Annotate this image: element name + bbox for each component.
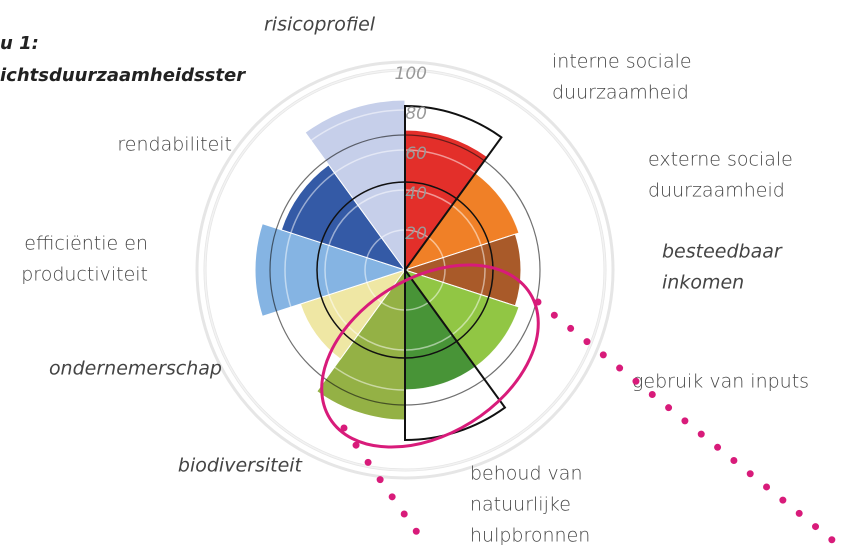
sector bbox=[254, 223, 407, 317]
sector bbox=[316, 268, 406, 421]
r-tick-label: 100 bbox=[395, 64, 427, 84]
ring bbox=[195, 60, 615, 480]
sector bbox=[304, 99, 406, 272]
dotted-leader bbox=[340, 424, 432, 551]
category-label: natuurlijke bbox=[470, 494, 571, 516]
reference-outline bbox=[404, 266, 507, 442]
highlight-ellipse bbox=[320, 263, 540, 449]
category-label: productiviteit bbox=[21, 264, 148, 286]
category-label: gebruik van inputs bbox=[632, 371, 809, 393]
chart-title: ichtsduurzaamheidsster bbox=[0, 65, 246, 86]
category-label: behoud van bbox=[470, 463, 583, 485]
sector bbox=[403, 233, 522, 307]
category-label: duurzaamheid bbox=[552, 82, 689, 104]
reference-outline bbox=[404, 104, 503, 274]
category-label: duurzaamheid bbox=[648, 180, 785, 202]
dotted-leader bbox=[534, 298, 846, 551]
category-label: hulpbronnen bbox=[470, 525, 590, 547]
category-label: externe sociale bbox=[648, 149, 793, 171]
category-label: efficiëntie en bbox=[24, 233, 148, 255]
norm-ring bbox=[269, 134, 541, 406]
norm-ring bbox=[316, 181, 494, 359]
category-label: interne sociale bbox=[552, 51, 692, 73]
category-label: ondernemerschap bbox=[49, 358, 222, 380]
r-tick-label: 40 bbox=[405, 184, 427, 204]
r-tick-label: 80 bbox=[405, 104, 427, 124]
category-label: risicoprofiel bbox=[264, 14, 376, 36]
category-label: inkomen bbox=[662, 272, 744, 294]
category-label: rendabiliteit bbox=[117, 134, 232, 156]
r-tick-label: 60 bbox=[405, 144, 427, 164]
r-tick-label: 20 bbox=[405, 224, 427, 244]
grid-ring bbox=[204, 69, 606, 471]
category-label: biodiversiteit bbox=[178, 455, 304, 477]
chart-title: u 1: bbox=[0, 33, 39, 54]
category-label: besteedbaar bbox=[662, 241, 783, 263]
